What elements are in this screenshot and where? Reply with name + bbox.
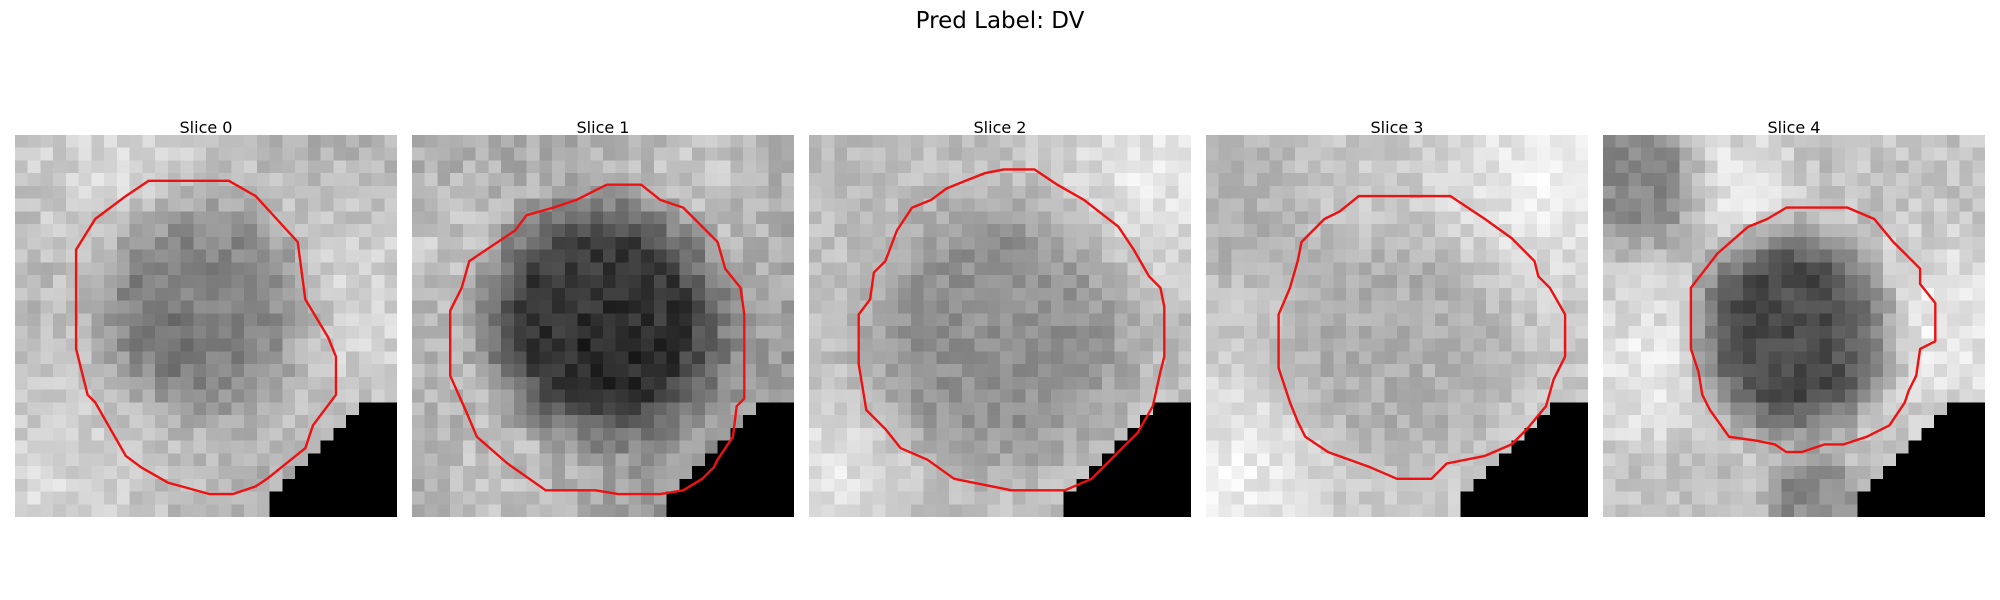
- slice-title: Slice 1: [576, 118, 630, 137]
- slice-panel-1: Slice 1: [412, 118, 794, 517]
- segmentation-contour: [857, 168, 1166, 492]
- slice-pixels: [1206, 135, 1588, 517]
- slice-image: [1206, 135, 1588, 517]
- slice-image: [1603, 135, 1985, 517]
- slice-panel-4: Slice 4: [1603, 118, 1985, 517]
- slice-title: Slice 0: [179, 118, 233, 137]
- slice-panel-0: Slice 0: [15, 118, 397, 517]
- slice-image: [809, 135, 1191, 517]
- figure-title: Pred Label: DV: [915, 8, 1085, 34]
- slice-title: Slice 2: [973, 118, 1027, 137]
- slice-pixels: [1603, 135, 1985, 517]
- slice-pixels: [412, 135, 794, 517]
- slice-pixels: [809, 135, 1191, 517]
- segmentation-contour: [74, 179, 338, 496]
- slice-image: [15, 135, 397, 517]
- segmentation-contour: [449, 183, 746, 496]
- slice-panel-2: Slice 2: [809, 118, 1191, 517]
- slice-title: Slice 4: [1767, 118, 1821, 137]
- slice-pixels: [15, 135, 397, 517]
- segmentation-contour: [1277, 194, 1567, 480]
- slice-title: Slice 3: [1370, 118, 1424, 137]
- slice-image: [412, 135, 794, 517]
- slice-panel-3: Slice 3: [1206, 118, 1588, 517]
- segmentation-contour: [1689, 206, 1937, 454]
